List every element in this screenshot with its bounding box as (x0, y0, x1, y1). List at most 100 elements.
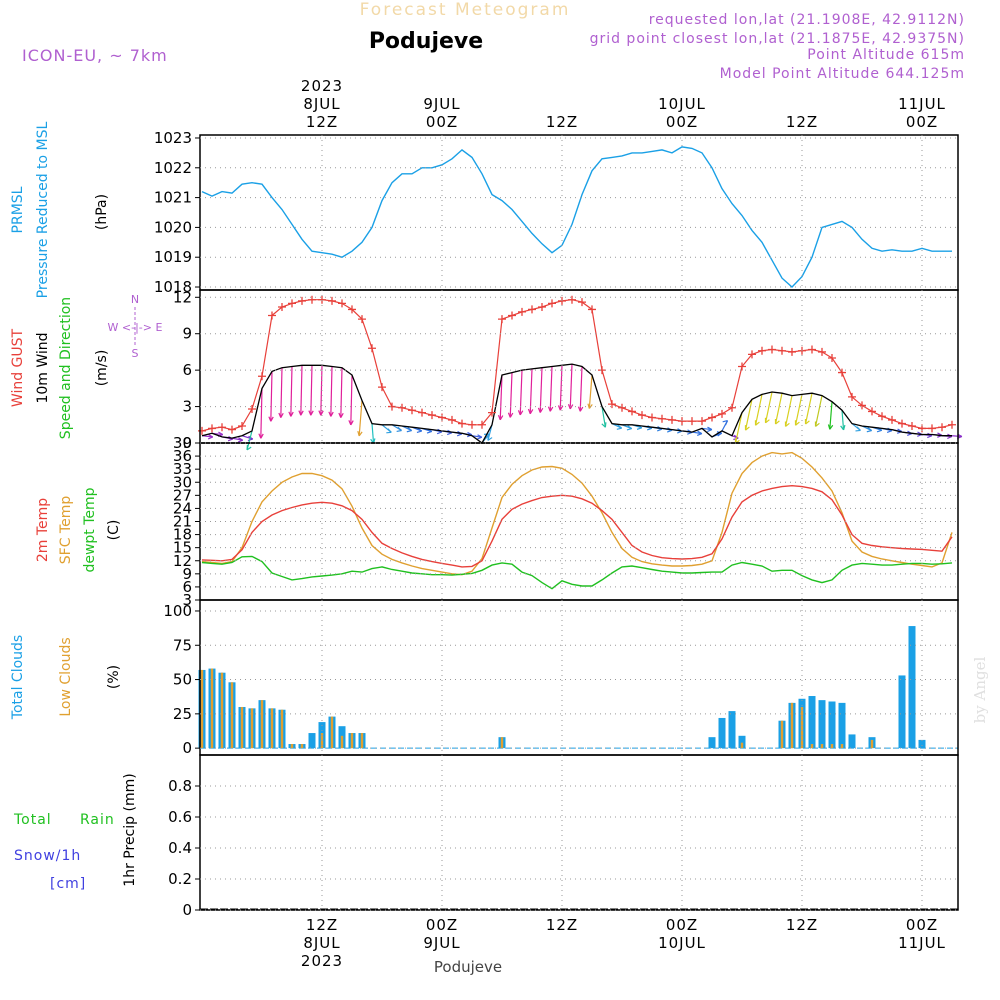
wind-arrow-head (549, 406, 554, 412)
wind-arrow-head (456, 433, 463, 437)
wind-arrow-head (208, 434, 214, 438)
gust-marker (368, 344, 376, 353)
gust-marker (288, 299, 296, 308)
low-cloud-bar (210, 668, 214, 749)
wind-arrow (357, 400, 363, 437)
wind-arrow-head (577, 406, 581, 412)
wind-arrow-head (320, 410, 324, 416)
speed-dir-label: Speed and Direction (58, 297, 74, 439)
wind-arrow-shaft (601, 406, 606, 428)
wind-arrow (794, 394, 803, 426)
total-cloud-bar (898, 675, 906, 749)
top-time-label: 2023 (301, 77, 343, 95)
gust-marker (708, 413, 716, 422)
low-cloud-bar (840, 744, 844, 749)
wind-arrow-head (387, 428, 392, 433)
gust-marker (578, 298, 586, 307)
gust-marker (718, 409, 726, 418)
gust-marker (298, 296, 306, 305)
clouds-unit: (%) (106, 665, 122, 689)
gust-marker (388, 402, 396, 411)
plot-layer (198, 146, 963, 910)
precipitation-tick-label: 0.6 (168, 808, 192, 826)
wind-arrow-head (755, 421, 760, 426)
total-cloud-bar (838, 702, 846, 749)
top-time-label: 10JUL (658, 95, 706, 113)
wind-tick-label: 12 (173, 288, 192, 306)
wind-arrow-head (677, 430, 683, 434)
wind-arrow-head (775, 420, 780, 425)
bottom-time-label: 00Z (906, 916, 938, 934)
wind-arrow-shaft (519, 370, 523, 415)
bottom-time-label: 9JUL (423, 934, 460, 952)
wind-arrow-shaft (549, 366, 553, 412)
total-cloud-bar (738, 735, 746, 749)
pressure-tick-label: 1018 (154, 278, 192, 296)
gust-marker (518, 307, 526, 316)
total-cloud-bar (818, 700, 826, 749)
wind-arrow-head (348, 420, 352, 426)
wind-arrow-head (330, 411, 334, 417)
gust-marker (488, 408, 496, 417)
wind-arrow-head (406, 429, 412, 433)
gust-marker (608, 400, 616, 409)
wind-arrow-head (827, 424, 831, 430)
clouds-tick-label: 25 (173, 705, 192, 723)
wind-arrow-head (467, 431, 473, 436)
clouds-tick-label: 0 (182, 739, 192, 757)
footer-location: Podujeve (434, 958, 502, 976)
wind-arrow-head (357, 430, 360, 437)
wind-arrow-head (829, 424, 834, 430)
bottom-time-label: 11JUL (898, 934, 946, 952)
wind-arrow-head (601, 423, 606, 428)
wind-arrow-shaft (569, 364, 573, 409)
bottom-time-label: 12Z (786, 916, 818, 934)
temperature-tick-label: 39 (173, 434, 192, 452)
gust-marker (758, 346, 766, 355)
bottom-time-label: 00Z (666, 916, 698, 934)
wind-arrow-head (268, 416, 272, 422)
wind-speed-line (201, 363, 952, 444)
total-cloud-bar (718, 717, 726, 749)
wind-arrow-shaft (744, 399, 753, 431)
wind-arrow (497, 374, 504, 421)
precipitation-tick-label: 0.2 (168, 870, 192, 888)
wind-arrow (370, 423, 376, 444)
top-time-label: 00Z (426, 113, 458, 131)
wind-arrow-shaft (539, 367, 543, 413)
gust-marker (238, 422, 246, 430)
wind-arrow-shaft (499, 374, 503, 420)
wind-arrow-head (547, 406, 551, 412)
wind-arrow (381, 424, 392, 434)
gust-marker (328, 296, 336, 305)
wind-arrow-head (509, 412, 514, 418)
top-time-label: 11JUL (898, 95, 946, 113)
wind-arrow (278, 367, 284, 418)
bottom-time-label: 12Z (546, 916, 578, 934)
top-time-label: 00Z (666, 113, 698, 131)
total-cloud-bar (308, 733, 316, 749)
wind-arrow-head (485, 433, 490, 439)
wind-arrow-head (539, 407, 544, 413)
wind-arrow-head (867, 427, 873, 432)
wind-arrow-head (636, 427, 642, 430)
low-cloud-bar (270, 708, 274, 749)
wind-arrow (268, 371, 274, 422)
gust-marker (948, 420, 956, 429)
wind-arrow-shaft (290, 366, 293, 417)
low-cloud-bar (340, 735, 344, 749)
total-clouds-label: Total Clouds (10, 635, 26, 720)
wind-arrow-shaft (579, 366, 583, 412)
pressure-tick-label: 1023 (154, 129, 192, 147)
wind-arrow (507, 372, 514, 418)
gust-marker (738, 362, 746, 371)
wind-arrow-head (290, 411, 294, 417)
wind-arrow-head (386, 431, 392, 434)
temp-unit: (C) (106, 520, 122, 541)
gust-marker (838, 368, 846, 377)
wind-arrow-head (587, 403, 590, 409)
rain-label: Rain (80, 812, 115, 828)
low-cloud-bar (220, 672, 224, 749)
wind-arrow-head (247, 438, 253, 442)
wind-arrow-head (604, 422, 607, 428)
